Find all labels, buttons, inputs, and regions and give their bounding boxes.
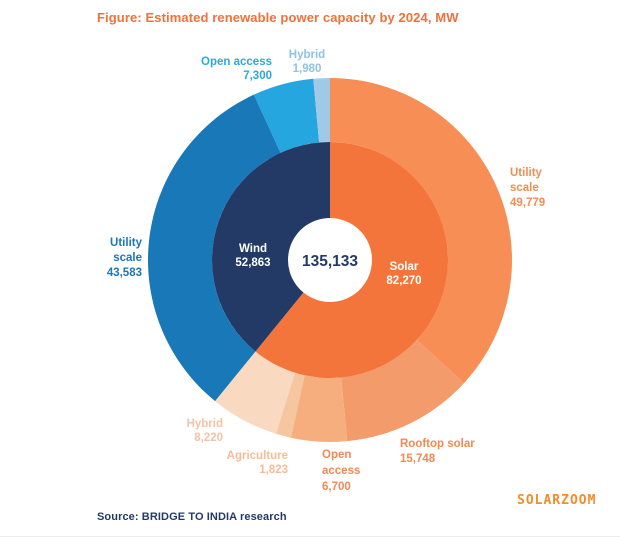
label-wind-inner: Wind 52,863 <box>218 242 288 270</box>
label-wind-open-access-value: 7,300 <box>243 69 272 82</box>
label-wind-utility-scale: Utility scale 43,583 <box>86 236 142 281</box>
source-note: Source: BRIDGE TO INDIA research <box>97 511 287 523</box>
label-solar-hybrid-name: Hybrid <box>186 418 223 430</box>
center-total-value: 135,133 <box>301 253 359 270</box>
segment-outer-solar-rooftop-solar <box>341 339 464 442</box>
label-wind-inner-name: Wind <box>239 243 267 255</box>
segment-inner-solar <box>255 142 449 378</box>
segment-outer-solar-hybrid <box>215 351 295 434</box>
segment-inner-wind <box>212 142 330 352</box>
label-solar-utility-scale: Utility scale 49,779 <box>510 166 570 211</box>
segment-outer-solar-open-access <box>290 375 348 442</box>
label-solar-hybrid: Hybrid 8,220 <box>163 418 223 445</box>
label-solar-hybrid-value: 8,220 <box>194 431 223 444</box>
label-solar-open-access-name: Open access <box>322 449 361 477</box>
watermark-solarzoom: SOLARZOOM <box>517 493 597 508</box>
label-wind-hybrid: Hybrid 1,980 <box>279 49 335 76</box>
segment-outer-solar-utility-scale <box>330 78 512 384</box>
label-wind-utility-scale-name: Utility scale <box>110 237 142 264</box>
label-solar-utility-scale-name: Utility scale <box>510 167 542 194</box>
segment-outer-solar-agriculture <box>275 372 305 438</box>
page-title: Figure: Estimated renewable power capaci… <box>97 10 459 25</box>
label-wind-utility-scale-value: 43,583 <box>106 267 142 279</box>
label-rooftop-solar: Rooftop solar 15,748 <box>400 437 510 467</box>
label-rooftop-solar-name: Rooftop solar <box>400 438 475 450</box>
label-wind-inner-value: 52,863 <box>235 257 271 269</box>
label-solar-inner-name: Solar <box>389 261 419 273</box>
segment-outer-wind-open-access <box>253 78 320 153</box>
label-solar-open-access: Open access 6,700 <box>322 447 374 495</box>
label-solar-open-access-value: 6,700 <box>322 481 351 493</box>
label-solar-utility-scale-value: 49,779 <box>510 197 546 209</box>
label-solar-inner: Solar 82,270 <box>372 260 436 288</box>
segment-outer-wind-utility-scale <box>147 94 281 402</box>
label-wind-open-access-name: Open access <box>201 56 272 68</box>
label-agriculture-name: Agriculture <box>226 450 288 462</box>
label-agriculture: Agriculture 1,823 <box>200 449 288 477</box>
label-solar-inner-value: 82,270 <box>386 275 422 287</box>
label-agriculture-value: 1,823 <box>259 464 288 476</box>
segment-outer-wind-hybrid <box>313 78 330 143</box>
label-wind-open-access: Open access 7,300 <box>178 56 272 83</box>
label-rooftop-solar-value: 15,748 <box>400 453 436 465</box>
label-wind-hybrid-name: Hybrid <box>288 49 326 61</box>
label-wind-hybrid-value: 1,980 <box>292 62 322 75</box>
